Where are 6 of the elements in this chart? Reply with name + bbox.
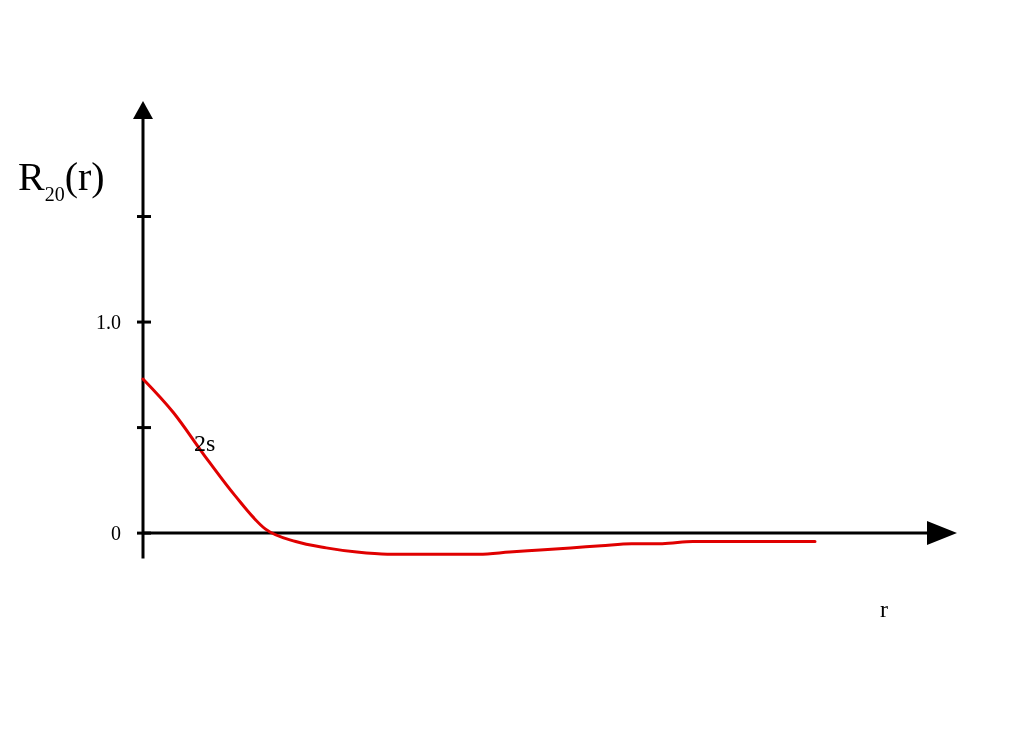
y-axis-title: R$_{20}$(r) <box>18 154 105 205</box>
y-tick-label: 1.0 <box>96 311 121 334</box>
line-series <box>141 377 817 556</box>
y-tick-label: 0 <box>111 522 121 545</box>
annotation: 2s <box>194 430 216 457</box>
x-axis-title: r <box>880 596 888 622</box>
